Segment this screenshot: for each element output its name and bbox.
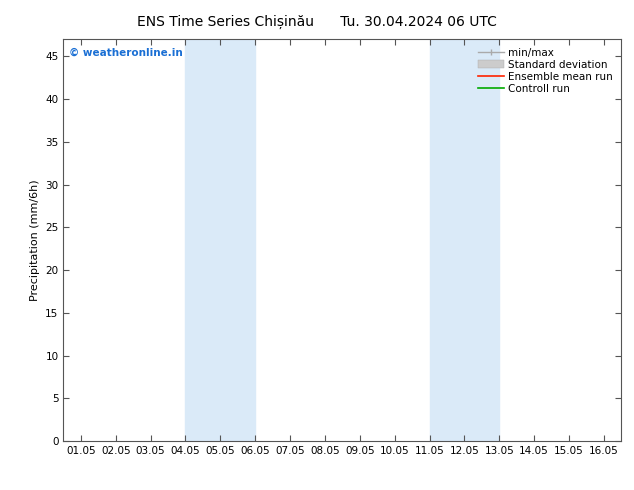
Legend: min/max, Standard deviation, Ensemble mean run, Controll run: min/max, Standard deviation, Ensemble me… (475, 45, 616, 97)
Text: ENS Time Series Chișinău      Tu. 30.04.2024 06 UTC: ENS Time Series Chișinău Tu. 30.04.2024 … (137, 15, 497, 29)
Y-axis label: Precipitation (mm/6h): Precipitation (mm/6h) (30, 179, 40, 301)
Text: © weatheronline.in: © weatheronline.in (69, 47, 183, 57)
Bar (185, 39, 255, 441)
Bar (429, 39, 500, 441)
